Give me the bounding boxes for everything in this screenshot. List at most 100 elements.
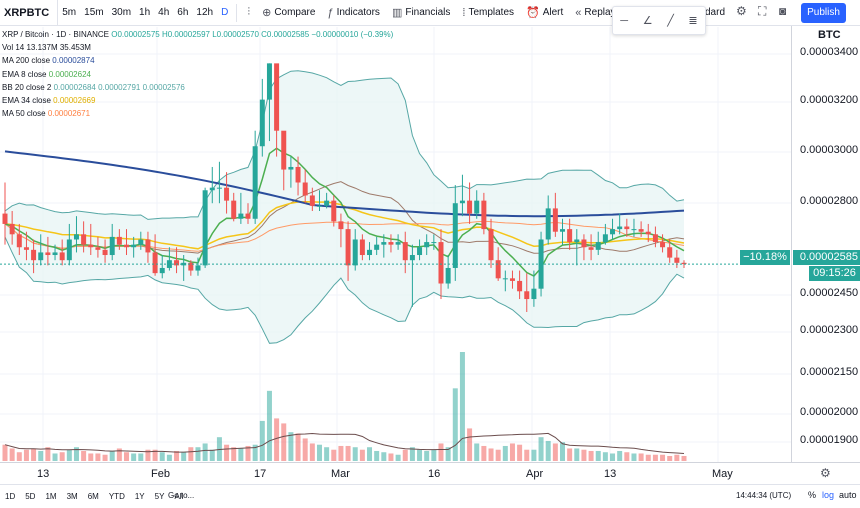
settings-icon[interactable]: ⚙ <box>736 4 747 18</box>
legend-bb-label: BB 20 close 2 <box>2 82 52 92</box>
volume-bar <box>452 388 458 461</box>
publish-button[interactable]: Publish <box>801 3 846 23</box>
legend-ma200-label: MA 200 close <box>2 56 51 66</box>
candle-body <box>602 234 608 243</box>
candle-body <box>45 252 51 256</box>
interval-6h[interactable]: 6h <box>177 7 189 18</box>
range-1y[interactable]: 1Y <box>134 492 145 501</box>
candle-body <box>59 252 65 261</box>
volume-bar <box>574 448 580 461</box>
settings-gear-icon[interactable]: ⚙ <box>820 466 831 480</box>
alert-button[interactable]: ⏰ Alert <box>520 0 569 26</box>
indicators-button[interactable]: ƒ Indicators <box>321 0 385 26</box>
chart-type-button[interactable]: ⫶ <box>241 0 256 26</box>
alarm-icon: ⏰ <box>526 7 540 19</box>
candle-body <box>245 213 251 219</box>
alert-label: Alert <box>542 7 564 18</box>
candle-body <box>652 234 658 243</box>
interval-30m[interactable]: 30m <box>111 7 132 18</box>
volume-bar <box>531 449 537 461</box>
range-5y[interactable]: 5Y <box>154 492 165 501</box>
volume-bar <box>145 449 151 461</box>
volume-bar <box>645 454 651 461</box>
volume-bar <box>238 448 244 461</box>
candle-body <box>388 242 394 245</box>
range-ytd[interactable]: YTD <box>108 492 125 501</box>
financials-button[interactable]: ▥ Financials <box>386 0 456 26</box>
volume-bar <box>66 449 72 461</box>
horizontal-line-icon[interactable]: ─ <box>620 14 629 27</box>
candle-body <box>38 252 44 261</box>
range-all[interactable]: All <box>174 492 184 501</box>
interval-5m[interactable]: 5m <box>62 7 77 18</box>
volume-bar <box>209 449 215 461</box>
time-label: 13 <box>604 468 617 480</box>
candle-body <box>610 229 616 235</box>
candle-body <box>495 260 501 279</box>
candle-body <box>281 130 287 170</box>
interval-12h[interactable]: 12h <box>196 7 214 18</box>
compare-button[interactable]: ⊕ Compare <box>256 0 321 26</box>
rewind-icon: « <box>575 6 582 19</box>
range-5d[interactable]: 5D <box>25 492 36 501</box>
range-1d[interactable]: 1D <box>5 492 16 501</box>
candle-body <box>445 267 451 284</box>
candle-body <box>624 226 630 230</box>
volume-bar <box>395 454 401 461</box>
candle-body <box>302 182 308 196</box>
fib-icon[interactable]: ≣ <box>688 15 698 27</box>
volume-bar <box>181 452 187 461</box>
interval-1d[interactable]: D <box>221 7 229 18</box>
legend-ma50-value: 0.00002671 <box>47 109 91 119</box>
compare-label: Compare <box>274 7 316 18</box>
trend-line-icon[interactable]: ╱ <box>667 15 674 27</box>
legend-vol-row: Vol 14 13.137M 35.453M <box>2 41 393 54</box>
volume-bar <box>509 443 515 461</box>
legend-ohlc-row: XRP / Bitcoin · 1D · BINANCE O0.00002575… <box>2 28 393 41</box>
range-3m[interactable]: 3M <box>66 492 78 501</box>
angle-icon[interactable]: ∠ <box>642 15 653 27</box>
replay-button[interactable]: «Replay <box>569 0 621 26</box>
bottom-toolbar: 1D 5D 1M 3M 6M YTD 1Y 5Y All Go to... 14… <box>0 484 860 508</box>
volume-bar <box>138 453 144 461</box>
interval-4h[interactable]: 4h <box>158 7 170 18</box>
legend-ma200-value: 0.00002874 <box>52 56 95 66</box>
range-6m[interactable]: 6M <box>87 492 99 501</box>
replay-label: Replay <box>584 7 616 18</box>
candle-body <box>395 242 401 245</box>
camera-icon[interactable]: ◙ <box>779 4 787 18</box>
legend-ema34-label: EMA 34 close <box>2 96 51 106</box>
symbol-search[interactable]: XRPBTC <box>0 0 59 26</box>
auto-toggle[interactable]: auto <box>839 490 857 500</box>
price-label: 0.00003000 <box>800 144 859 156</box>
price-label: 0.00001900 <box>800 434 859 446</box>
candle-body <box>367 249 373 256</box>
volume-bar <box>266 390 272 461</box>
templates-button[interactable]: ⁞ Templates <box>456 0 520 26</box>
layout-name[interactable]: dard <box>705 7 726 18</box>
time-label: Mar <box>331 468 350 480</box>
volume-bar <box>624 452 630 461</box>
interval-1h[interactable]: 1h <box>139 7 151 18</box>
range-1m[interactable]: 1M <box>45 492 57 501</box>
interval-15m[interactable]: 15m <box>84 7 104 18</box>
candle-body <box>502 278 508 280</box>
price-axis[interactable]: BTC 0.00003400 0.00003200 0.00003000 0.0… <box>791 26 860 462</box>
templates-label: Templates <box>468 7 515 18</box>
goto-button[interactable]: Go to... <box>168 491 195 500</box>
fullscreen-icon[interactable]: ⛶ <box>758 4 767 18</box>
legend-ema34-row: EMA 34 close 0.00002669 <box>2 94 393 107</box>
volume-bar <box>309 443 315 461</box>
candle-body <box>559 229 565 232</box>
utc-clock[interactable]: 14:44:34 (UTC) <box>736 491 792 500</box>
volume-bar <box>116 448 122 461</box>
volume-bar <box>73 447 79 461</box>
log-toggle[interactable]: log <box>822 490 835 500</box>
plus-circle-icon: ⊕ <box>262 7 272 19</box>
percent-toggle[interactable]: % <box>808 490 817 500</box>
legend-ma50-row: MA 50 close 0.00002671 <box>2 107 393 120</box>
time-label: 13 <box>37 468 50 480</box>
time-axis[interactable]: 13 Feb 17 Mar 16 Apr 13 May ⚙ <box>0 462 860 485</box>
candle-body <box>345 229 351 266</box>
